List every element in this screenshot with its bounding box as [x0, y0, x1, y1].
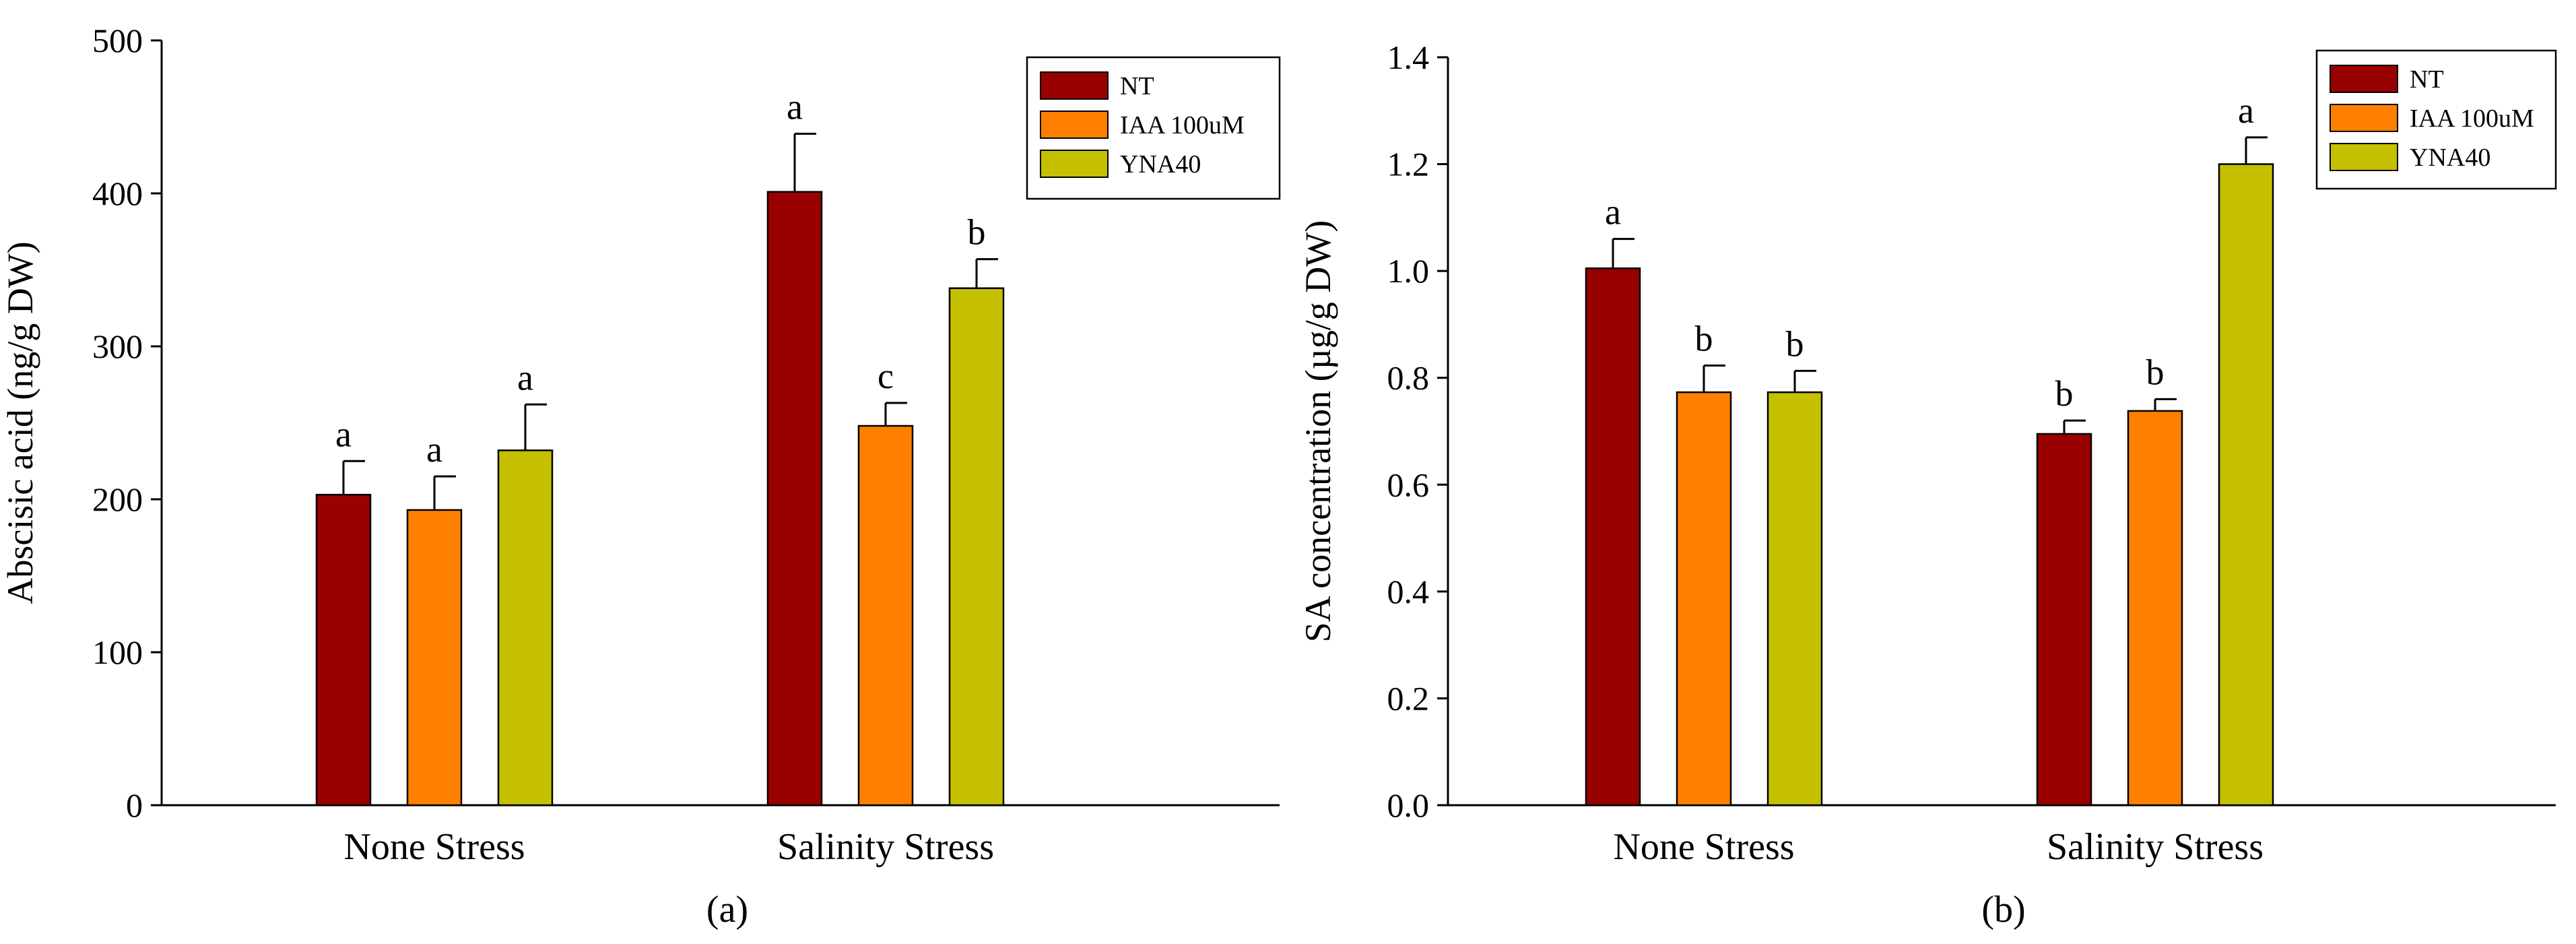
- y-tick-label: 500: [92, 22, 143, 59]
- significance-letter: a: [517, 357, 533, 398]
- bar-nt: [2036, 433, 2092, 807]
- significance-letter: b: [2055, 373, 2074, 414]
- bar-iaa-100um: [406, 509, 463, 807]
- legend-label: NT: [1120, 72, 1154, 100]
- panel-label: (a): [706, 889, 748, 931]
- bar-iaa-100um: [2127, 410, 2183, 807]
- significance-letter: a: [426, 429, 442, 470]
- y-tick-label: 0.8: [1387, 359, 1430, 397]
- bar-iaa-100um: [1676, 391, 1732, 807]
- bar-yna40: [1766, 391, 1823, 807]
- significance-letter: b: [2146, 352, 2165, 392]
- significance-letter: b: [1695, 318, 1713, 358]
- panel-label: (b): [1981, 889, 2025, 931]
- significance-letter: a: [335, 414, 352, 454]
- significance-letter: a: [2238, 90, 2254, 131]
- legend-swatch: [2330, 143, 2398, 171]
- x-category-label: None Stress: [343, 826, 525, 868]
- y-tick-label: 200: [92, 480, 143, 518]
- bar-nt: [1585, 267, 1641, 807]
- legend-label: YNA40: [2410, 144, 2490, 172]
- legend-label: NT: [2410, 65, 2444, 94]
- y-axis-label: SA concentration (µg/g DW): [1298, 220, 1338, 642]
- bar-yna40: [2218, 163, 2274, 807]
- bar-yna40: [948, 287, 1005, 807]
- significance-letter: a: [1605, 192, 1621, 232]
- legend-swatch: [2330, 104, 2398, 132]
- significance-letter: a: [787, 86, 803, 127]
- significance-letter: b: [968, 212, 986, 253]
- bar-nt: [315, 493, 372, 807]
- y-tick-label: 400: [92, 175, 143, 212]
- y-tick-label: 0.0: [1387, 786, 1430, 824]
- y-tick-label: 1.4: [1387, 38, 1430, 76]
- y-tick-label: 0: [126, 786, 143, 824]
- bar-iaa-100um: [857, 424, 914, 807]
- legend-swatch: [1040, 111, 1109, 139]
- significance-letter: c: [878, 356, 894, 396]
- legend-label: IAA 100uM: [2410, 104, 2534, 133]
- y-axis-label: Abscisic acid (ng/g DW): [0, 241, 40, 604]
- significance-letter: b: [1786, 323, 1804, 364]
- y-tick-label: 1.2: [1387, 146, 1430, 183]
- chart-panel-1: 0 100 200 300 400 500 Abscisic acid (ng/g DW) a…: [0, 22, 1281, 931]
- legend-swatch: [2330, 65, 2398, 93]
- y-tick-label: 1.0: [1387, 252, 1430, 290]
- bar-yna40: [497, 449, 554, 807]
- x-category-label: None Stress: [1613, 826, 1794, 868]
- y-tick-label: 0.4: [1387, 573, 1430, 610]
- y-tick-label: 100: [92, 633, 143, 671]
- legend-label: YNA40: [1120, 150, 1201, 179]
- legend-label: IAA 100uM: [1120, 111, 1245, 139]
- y-tick-label: 0.2: [1387, 679, 1430, 717]
- x-category-label: Salinity Stress: [2047, 826, 2264, 868]
- y-tick-label: 300: [92, 327, 143, 365]
- bar-nt: [766, 191, 823, 807]
- legend-swatch: [1040, 71, 1109, 100]
- chart-panel-2: 0.0 0.2 0.4 0.6 0.8 1.0 1.2 1.4 SA concentration…: [1298, 38, 2557, 931]
- legend-swatch: [1040, 150, 1109, 178]
- y-tick-label: 0.6: [1387, 466, 1430, 503]
- x-category-label: Salinity Stress: [777, 826, 994, 868]
